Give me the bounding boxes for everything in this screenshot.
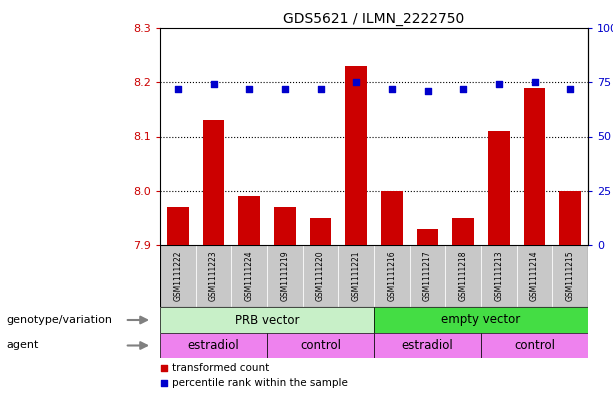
Title: GDS5621 / ILMN_2222750: GDS5621 / ILMN_2222750 [283,11,465,26]
Text: empty vector: empty vector [441,314,520,327]
Text: GSM1111220: GSM1111220 [316,251,325,301]
Bar [203,120,224,245]
Text: percentile rank within the sample: percentile rank within the sample [172,378,348,388]
Bar [552,245,588,307]
Bar [481,333,588,358]
Text: control: control [300,339,341,352]
Text: GSM1111221: GSM1111221 [352,251,360,301]
Text: GSM1111222: GSM1111222 [173,251,182,301]
Bar [338,245,374,307]
Bar [160,245,196,307]
Bar [452,218,474,245]
Text: genotype/variation: genotype/variation [6,315,112,325]
Text: GSM1111215: GSM1111215 [566,251,574,301]
Text: GSM1111214: GSM1111214 [530,251,539,301]
Point [387,86,397,92]
Bar [274,207,295,245]
Point [316,86,326,92]
Bar [481,245,517,307]
Point [244,86,254,92]
Bar [231,245,267,307]
Text: GSM1111216: GSM1111216 [387,251,397,301]
Text: transformed count: transformed count [172,363,269,373]
Bar [517,245,552,307]
Bar [160,307,374,333]
Bar [381,191,403,245]
Bar [560,191,581,245]
Bar [196,245,231,307]
Text: estradiol: estradiol [402,339,454,352]
Bar [374,245,409,307]
Bar [374,333,481,358]
Text: GSM1111219: GSM1111219 [280,251,289,301]
Bar [346,66,367,245]
Bar [238,196,260,245]
Point [280,86,290,92]
Point [422,88,432,94]
Point [173,86,183,92]
Point [159,380,169,386]
Text: GSM1111217: GSM1111217 [423,251,432,301]
Text: control: control [514,339,555,352]
Bar [417,229,438,245]
Text: GSM1111224: GSM1111224 [245,251,254,301]
Point [494,81,504,88]
Bar [488,131,509,245]
Bar [409,245,445,307]
Text: GSM1111213: GSM1111213 [494,251,503,301]
Bar [524,88,545,245]
Text: agent: agent [6,340,39,351]
Bar [445,245,481,307]
Point [565,86,575,92]
Point [159,365,169,371]
Point [530,79,539,85]
Text: PRB vector: PRB vector [235,314,299,327]
Bar [303,245,338,307]
Point [351,79,361,85]
Text: GSM1111218: GSM1111218 [459,251,468,301]
Bar [374,307,588,333]
Bar [267,245,303,307]
Point [208,81,218,88]
Text: estradiol: estradiol [188,339,239,352]
Point [459,86,468,92]
Bar [267,333,374,358]
Bar [160,333,267,358]
Text: GSM1111223: GSM1111223 [209,251,218,301]
Bar [167,207,189,245]
Bar [310,218,331,245]
